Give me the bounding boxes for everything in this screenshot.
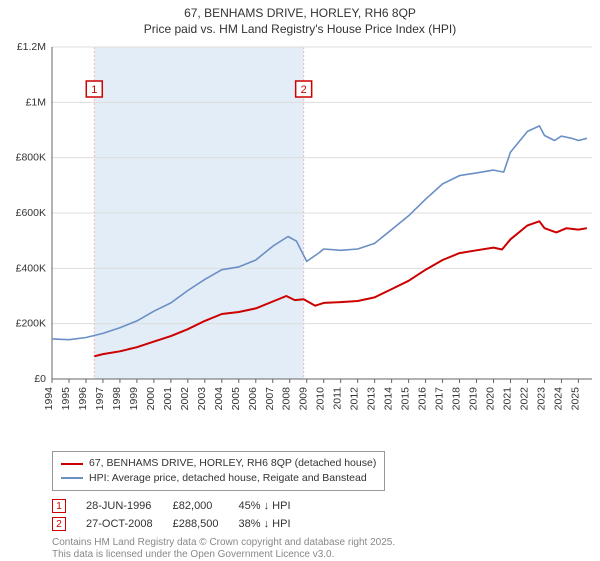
svg-text:2004: 2004: [213, 387, 225, 411]
svg-text:2008: 2008: [281, 387, 293, 411]
svg-text:1997: 1997: [94, 387, 106, 411]
svg-text:1995: 1995: [60, 387, 72, 411]
svg-text:£1.2M: £1.2M: [17, 41, 46, 53]
legend-swatch: [61, 463, 83, 465]
title-line1: 67, BENHAMS DRIVE, HORLEY, RH6 8QP: [0, 6, 600, 22]
legend-row: HPI: Average price, detached house, Reig…: [61, 471, 376, 486]
svg-text:£400K: £400K: [16, 263, 46, 275]
svg-text:2003: 2003: [196, 387, 208, 411]
svg-text:1999: 1999: [128, 387, 140, 411]
svg-text:2013: 2013: [366, 387, 378, 411]
svg-text:£1M: £1M: [26, 97, 46, 109]
marker-badge: 2: [52, 517, 66, 531]
svg-text:£600K: £600K: [16, 207, 46, 219]
svg-text:£200K: £200K: [16, 318, 46, 330]
svg-text:1996: 1996: [77, 387, 89, 411]
svg-text:2010: 2010: [315, 387, 327, 411]
svg-text:2024: 2024: [552, 387, 564, 411]
svg-text:2014: 2014: [383, 387, 395, 411]
txn-date: 27-OCT-2008: [86, 515, 173, 533]
svg-text:£800K: £800K: [16, 152, 46, 164]
svg-text:2: 2: [301, 84, 307, 96]
svg-text:2006: 2006: [247, 387, 259, 411]
txn-delta: 38% ↓ HPI: [239, 515, 311, 533]
svg-text:2017: 2017: [434, 387, 446, 411]
legend: 67, BENHAMS DRIVE, HORLEY, RH6 8QP (deta…: [52, 451, 385, 490]
svg-text:2025: 2025: [569, 387, 581, 411]
svg-text:2019: 2019: [468, 387, 480, 411]
svg-text:2002: 2002: [179, 387, 191, 411]
svg-text:2015: 2015: [400, 387, 412, 411]
table-row: 2 27-OCT-2008 £288,500 38% ↓ HPI: [52, 515, 311, 533]
svg-text:2023: 2023: [535, 387, 547, 411]
svg-text:2020: 2020: [485, 387, 497, 411]
table-row: 1 28-JUN-1996 £82,000 45% ↓ HPI: [52, 497, 311, 515]
svg-text:2009: 2009: [298, 387, 310, 411]
title-line2: Price paid vs. HM Land Registry's House …: [0, 22, 600, 38]
svg-text:2011: 2011: [332, 387, 344, 410]
svg-text:2018: 2018: [451, 387, 463, 411]
txn-date: 28-JUN-1996: [86, 497, 173, 515]
marker-badge: 1: [52, 499, 66, 513]
svg-text:2012: 2012: [349, 387, 361, 411]
svg-text:2000: 2000: [145, 387, 157, 411]
svg-text:1994: 1994: [43, 387, 55, 411]
attribution: Contains HM Land Registry data © Crown c…: [52, 537, 600, 561]
legend-row: 67, BENHAMS DRIVE, HORLEY, RH6 8QP (deta…: [61, 456, 376, 471]
svg-text:2005: 2005: [230, 387, 242, 411]
chart-svg: £0 £200K £400K £600K £800K £1M £1.2M 1994 1995 19…: [0, 37, 600, 447]
chart-container: £0 £200K £400K £600K £800K £1M £1.2M 1994 1995 19…: [0, 37, 600, 447]
txn-price: £82,000: [173, 497, 239, 515]
svg-text:2022: 2022: [518, 387, 530, 411]
svg-text:£0: £0: [34, 373, 46, 385]
svg-text:2021: 2021: [501, 387, 513, 411]
legend-swatch: [61, 477, 83, 479]
svg-text:2016: 2016: [417, 387, 429, 411]
attribution-line2: This data is licensed under the Open Gov…: [52, 549, 600, 561]
txn-price: £288,500: [173, 515, 239, 533]
legend-label: 67, BENHAMS DRIVE, HORLEY, RH6 8QP (deta…: [89, 456, 376, 471]
svg-text:1998: 1998: [111, 387, 123, 411]
svg-text:2007: 2007: [264, 387, 276, 411]
attribution-line1: Contains HM Land Registry data © Crown c…: [52, 537, 600, 549]
legend-label: HPI: Average price, detached house, Reig…: [89, 471, 367, 486]
txn-delta: 45% ↓ HPI: [239, 497, 311, 515]
svg-text:2001: 2001: [162, 387, 174, 411]
svg-text:1: 1: [91, 84, 97, 96]
chart-title-block: 67, BENHAMS DRIVE, HORLEY, RH6 8QP Price…: [0, 0, 600, 37]
transaction-table: 1 28-JUN-1996 £82,000 45% ↓ HPI 2 27-OCT…: [52, 497, 311, 533]
